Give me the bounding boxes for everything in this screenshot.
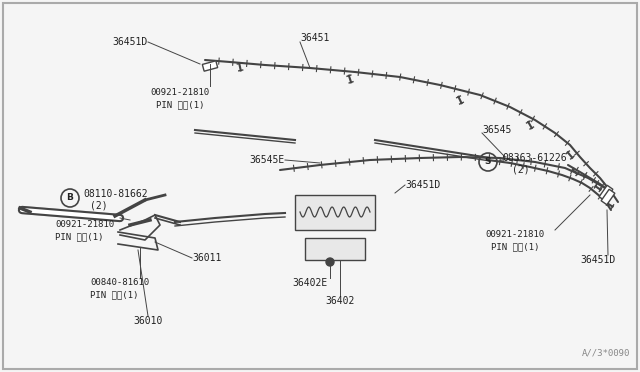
Text: 36402: 36402: [325, 296, 355, 306]
Bar: [295, 195, 375, 230]
Text: 36451: 36451: [300, 33, 330, 43]
Polygon shape: [599, 185, 613, 201]
Circle shape: [326, 258, 334, 266]
Text: A//3*0090: A//3*0090: [582, 349, 630, 358]
Text: 36451D: 36451D: [405, 180, 440, 190]
Text: 00921-21810: 00921-21810: [485, 230, 545, 239]
Text: 36011: 36011: [192, 253, 221, 263]
Text: 36402E: 36402E: [292, 278, 328, 288]
Text: 36010: 36010: [133, 316, 163, 326]
Text: S: S: [484, 157, 492, 167]
Bar: [305, 238, 365, 260]
Text: (2): (2): [90, 200, 108, 210]
Text: 08110-81662: 08110-81662: [83, 189, 148, 199]
Text: 36545E: 36545E: [250, 155, 285, 165]
Text: 36451D: 36451D: [580, 255, 616, 265]
Text: 36451D: 36451D: [113, 37, 148, 47]
Text: B: B: [67, 193, 74, 202]
Text: PIN ピン(1): PIN ピン(1): [90, 290, 138, 299]
Text: PIN ピン(1): PIN ピン(1): [55, 232, 104, 241]
Text: (2): (2): [512, 165, 530, 175]
Text: 00921-21810: 00921-21810: [55, 220, 114, 229]
Text: PIN ピン(1): PIN ピン(1): [156, 100, 204, 109]
Text: PIN ピン(1): PIN ピン(1): [491, 242, 539, 251]
Text: 36545: 36545: [482, 125, 511, 135]
Text: 08363-61226: 08363-61226: [502, 153, 566, 163]
Polygon shape: [601, 189, 615, 205]
Text: 00921-21810: 00921-21810: [150, 88, 209, 97]
Polygon shape: [202, 61, 218, 71]
Text: 00840-81610: 00840-81610: [90, 278, 149, 287]
